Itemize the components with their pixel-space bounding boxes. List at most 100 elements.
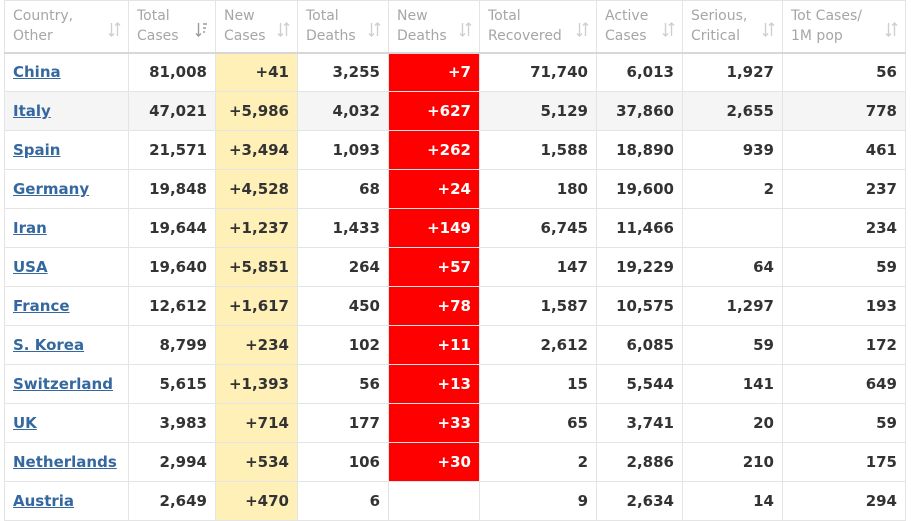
cases-per-1m-cell: 59 <box>782 247 906 287</box>
active-cases-column-header[interactable]: Active Cases <box>596 0 683 54</box>
active-cases-cell: 6,085 <box>596 325 683 365</box>
country-link[interactable]: Italy <box>13 102 51 120</box>
cases-per-1m-column-header[interactable]: Tot Cases/1M pop <box>782 0 906 54</box>
table-row: USA 19,640 +5,851 264 +57 147 19,229 64 59 <box>4 247 906 287</box>
new-cases-cell: +41 <box>215 52 298 92</box>
cases-per-1m-cell: 172 <box>782 325 906 365</box>
total-cases-cell: 8,799 <box>128 325 216 365</box>
country-link[interactable]: UK <box>13 414 37 432</box>
new-cases-column-header[interactable]: New Cases <box>215 0 298 54</box>
total-recovered-cell: 15 <box>479 364 597 404</box>
cases-per-1m-cell: 778 <box>782 91 906 131</box>
country-link[interactable]: France <box>13 297 70 315</box>
new-cases-cell: +470 <box>215 481 298 521</box>
total-cases-cell: 12,612 <box>128 286 216 326</box>
active-cases-cell: 10,575 <box>596 286 683 326</box>
cases-per-1m-cell: 56 <box>782 52 906 92</box>
header-label-line1: New <box>397 8 428 25</box>
country-link[interactable]: S. Korea <box>13 336 85 354</box>
total-deaths-cell: 56 <box>297 364 389 404</box>
total-cases-cell: 47,021 <box>128 91 216 131</box>
header-label-line2: Recovered <box>488 28 562 45</box>
new-cases-cell: +5,851 <box>215 247 298 287</box>
total-deaths-cell: 1,433 <box>297 208 389 248</box>
new-deaths-cell: +24 <box>388 169 480 209</box>
new-deaths-cell <box>388 481 480 521</box>
total-deaths-cell: 4,032 <box>297 91 389 131</box>
header-label-line2: Other <box>13 28 53 45</box>
new-deaths-cell: +33 <box>388 403 480 443</box>
country-link[interactable]: Germany <box>13 180 90 198</box>
total-cases-cell: 5,615 <box>128 364 216 404</box>
new-cases-cell: +3,494 <box>215 130 298 170</box>
table-row: Iran 19,644 +1,237 1,433 +149 6,745 11,466 234 <box>4 208 906 248</box>
new-cases-cell: +714 <box>215 403 298 443</box>
total-recovered-column-header[interactable]: Total Recovered <box>479 0 597 54</box>
serious-critical-cell: 1,927 <box>682 52 783 92</box>
new-deaths-column-header[interactable]: New Deaths <box>388 0 480 54</box>
new-cases-cell: +234 <box>215 325 298 365</box>
new-cases-cell: +1,617 <box>215 286 298 326</box>
total-cases-cell: 81,008 <box>128 52 216 92</box>
new-deaths-cell: +57 <box>388 247 480 287</box>
total-deaths-cell: 3,255 <box>297 52 389 92</box>
total-deaths-column-header[interactable]: Total Deaths <box>297 0 389 54</box>
sort-both-icon <box>368 22 381 37</box>
cases-per-1m-cell: 237 <box>782 169 906 209</box>
total-recovered-cell: 1,588 <box>479 130 597 170</box>
total-recovered-cell: 2,612 <box>479 325 597 365</box>
total-recovered-cell: 71,740 <box>479 52 597 92</box>
serious-critical-cell: 64 <box>682 247 783 287</box>
total-cases-cell: 2,649 <box>128 481 216 521</box>
country-cell: Iran <box>4 208 129 248</box>
serious-critical-column-header[interactable]: Serious, Critical <box>682 0 783 54</box>
total-cases-cell: 3,983 <box>128 403 216 443</box>
total-recovered-cell: 9 <box>479 481 597 521</box>
cases-per-1m-cell: 649 <box>782 364 906 404</box>
country-cell: UK <box>4 403 129 443</box>
total-cases-cell: 19,644 <box>128 208 216 248</box>
total-recovered-cell: 1,587 <box>479 286 597 326</box>
active-cases-cell: 19,600 <box>596 169 683 209</box>
country-cell: Spain <box>4 130 129 170</box>
total-deaths-cell: 450 <box>297 286 389 326</box>
table-row: UK 3,983 +714 177 +33 65 3,741 20 59 <box>4 403 906 443</box>
country-link[interactable]: China <box>13 63 61 82</box>
table-row: Spain 21,571 +3,494 1,093 +262 1,588 18,890 939… <box>4 130 906 170</box>
new-deaths-cell: +627 <box>388 91 480 131</box>
total-cases-column-header[interactable]: Total Cases <box>128 0 216 54</box>
sort-both-icon <box>576 22 589 37</box>
country-link[interactable]: Netherlands <box>13 453 117 471</box>
table-row: Netherlands 2,994 +534 106 +30 2 2,886 210 175 <box>4 442 906 482</box>
total-deaths-cell: 264 <box>297 247 389 287</box>
country-column-header[interactable]: Country, Other <box>4 0 129 54</box>
serious-critical-cell: 14 <box>682 481 783 521</box>
country-cell: Germany <box>4 169 129 209</box>
sort-both-icon <box>459 22 472 37</box>
serious-critical-cell: 59 <box>682 325 783 365</box>
total-recovered-cell: 6,745 <box>479 208 597 248</box>
country-link[interactable]: Switzerland <box>13 375 113 393</box>
country-link[interactable]: USA <box>13 258 48 276</box>
country-link[interactable]: Spain <box>13 141 61 159</box>
new-cases-cell: +5,986 <box>215 91 298 131</box>
cases-per-1m-cell: 59 <box>782 403 906 443</box>
total-cases-cell: 19,848 <box>128 169 216 209</box>
cases-per-1m-cell: 461 <box>782 130 906 170</box>
header-label-line1: Total <box>137 8 170 25</box>
total-deaths-cell: 68 <box>297 169 389 209</box>
country-link[interactable]: Austria <box>13 492 75 510</box>
country-link[interactable]: Iran <box>13 219 47 237</box>
new-cases-cell: +1,237 <box>215 208 298 248</box>
serious-critical-cell <box>682 208 783 248</box>
header-label-line1: Total <box>488 8 521 25</box>
sort-descending-icon <box>195 23 207 37</box>
active-cases-cell: 2,886 <box>596 442 683 482</box>
country-cell: Netherlands <box>4 442 129 482</box>
serious-critical-cell: 2,655 <box>682 91 783 131</box>
total-cases-cell: 21,571 <box>128 130 216 170</box>
total-deaths-cell: 6 <box>297 481 389 521</box>
serious-critical-cell: 20 <box>682 403 783 443</box>
active-cases-cell: 3,741 <box>596 403 683 443</box>
sort-both-icon <box>885 22 898 37</box>
